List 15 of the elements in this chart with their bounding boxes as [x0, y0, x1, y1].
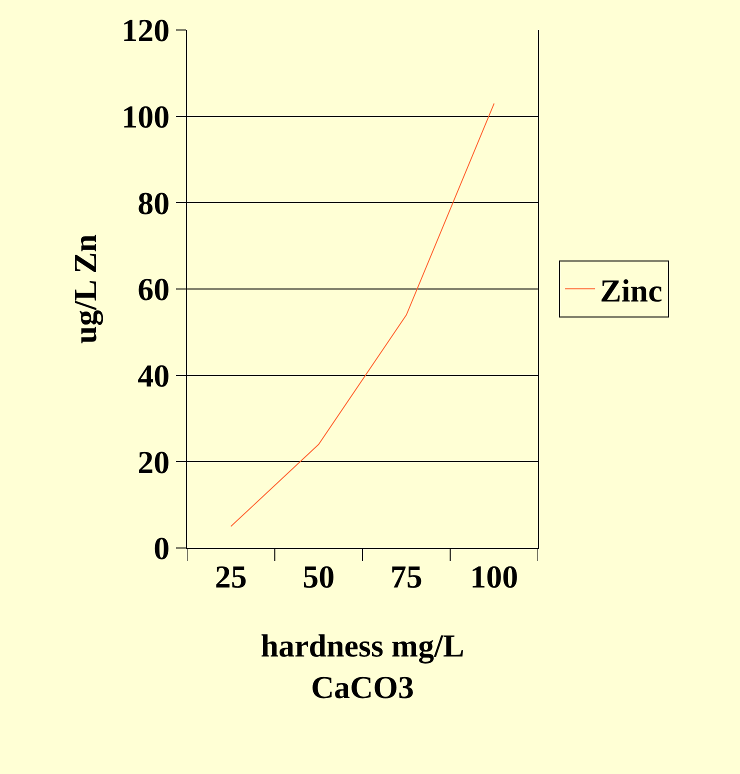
line-series — [230, 102, 495, 527]
y-tick-label: 100 — [122, 98, 170, 135]
y-tick-label: 120 — [122, 12, 170, 48]
x-tick-label: 50 — [302, 558, 335, 594]
y-tick-label: 80 — [138, 184, 170, 221]
y-axis-title: ug/L Zn — [66, 234, 104, 344]
y-tick-label: 60 — [138, 271, 170, 308]
y-tick-label: 20 — [138, 444, 170, 480]
y-tick-label: 0 — [154, 530, 170, 566]
y-tick-label: 40 — [138, 358, 170, 394]
x-tick-label: 25 — [214, 558, 247, 594]
legend-label: Zinc — [600, 272, 662, 308]
x-tick-label: 75 — [390, 558, 422, 594]
x-axis-title: hardness mg/L CaCO3 — [260, 627, 464, 705]
x-tick-label: 100 — [470, 558, 518, 594]
